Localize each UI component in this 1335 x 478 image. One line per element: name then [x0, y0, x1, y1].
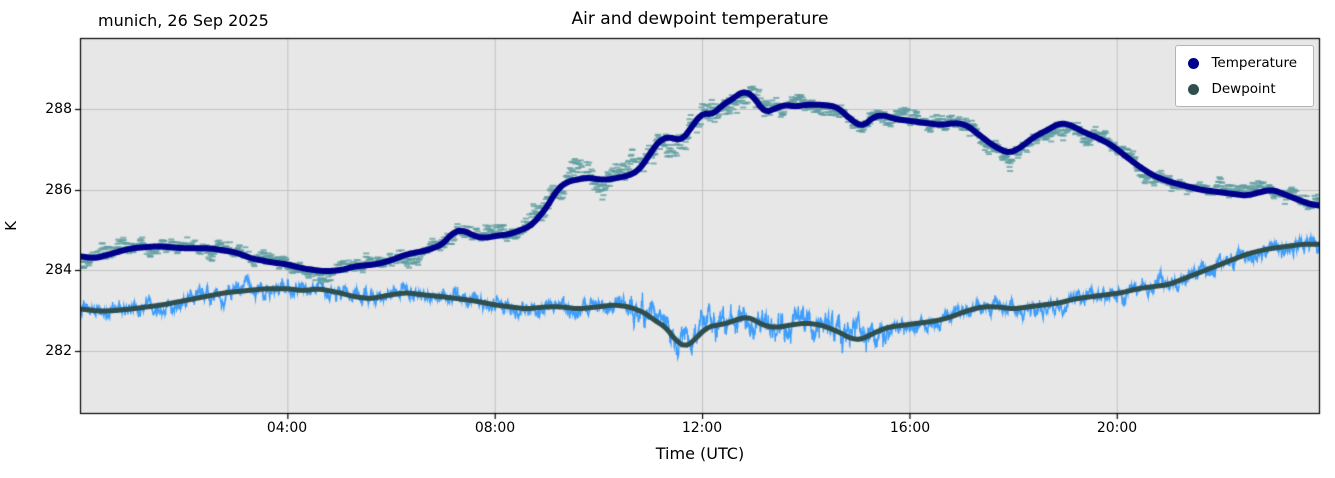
- x-axis-label: Time (UTC): [655, 444, 745, 463]
- chart-title: Air and dewpoint temperature: [571, 9, 829, 29]
- legend-item-dewpoint: Dewpoint: [1188, 81, 1297, 97]
- y-axis-label: K: [1, 221, 20, 231]
- chart-subtitle-location-date: munich, 26 Sep 2025: [98, 11, 269, 30]
- x-tick-1200: 12:00: [681, 420, 723, 436]
- x-tick-1600: 16:00: [889, 420, 931, 436]
- legend: Temperature Dewpoint: [1175, 45, 1314, 107]
- x-tick-0800: 08:00: [474, 420, 516, 436]
- y-tick-284: 284: [45, 262, 72, 278]
- y-tick-286: 286: [45, 182, 72, 198]
- legend-label-dewpoint: Dewpoint: [1211, 81, 1276, 97]
- x-tick-2000: 20:00: [1096, 420, 1138, 436]
- y-tick-282: 282: [45, 343, 72, 359]
- legend-item-temperature: Temperature: [1188, 55, 1297, 71]
- dewpoint-marker-icon: [1188, 83, 1200, 95]
- legend-label-temperature: Temperature: [1211, 55, 1297, 71]
- y-tick-288: 288: [45, 101, 72, 117]
- x-tick-0400: 04:00: [266, 420, 308, 436]
- temperature-marker-icon: [1188, 57, 1200, 69]
